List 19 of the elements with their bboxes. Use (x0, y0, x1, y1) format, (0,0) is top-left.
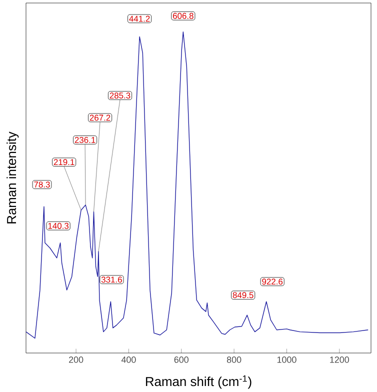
x-tick-label: 600 (174, 356, 189, 363)
annotation: 606.8 (173, 12, 194, 19)
annotation: 140.3 (48, 222, 69, 229)
annotation: 285.3 (110, 92, 130, 99)
annotation: 922.6 (262, 278, 283, 285)
annotation: 441.2 (129, 16, 150, 22)
x-tick-label: 200 (69, 356, 84, 363)
annotation: 78.3 (34, 182, 50, 188)
annotation: 267.2 (90, 114, 110, 121)
annotation: 236.1 (74, 136, 96, 143)
x-axis-title: Raman shift (cm$^{-1}$) (146, 375, 252, 389)
x-tick-label: 1000 (277, 356, 296, 363)
y-axis-title: Raman intensity (6, 132, 19, 224)
x-tick-label: 1200 (330, 356, 350, 363)
x-tick-label: 800 (226, 356, 242, 363)
x-tick-label: 400 (121, 356, 136, 363)
annotation: 331.6 (101, 276, 122, 283)
annotation: 219.1 (54, 159, 74, 166)
annotation: 849.5 (232, 292, 254, 298)
